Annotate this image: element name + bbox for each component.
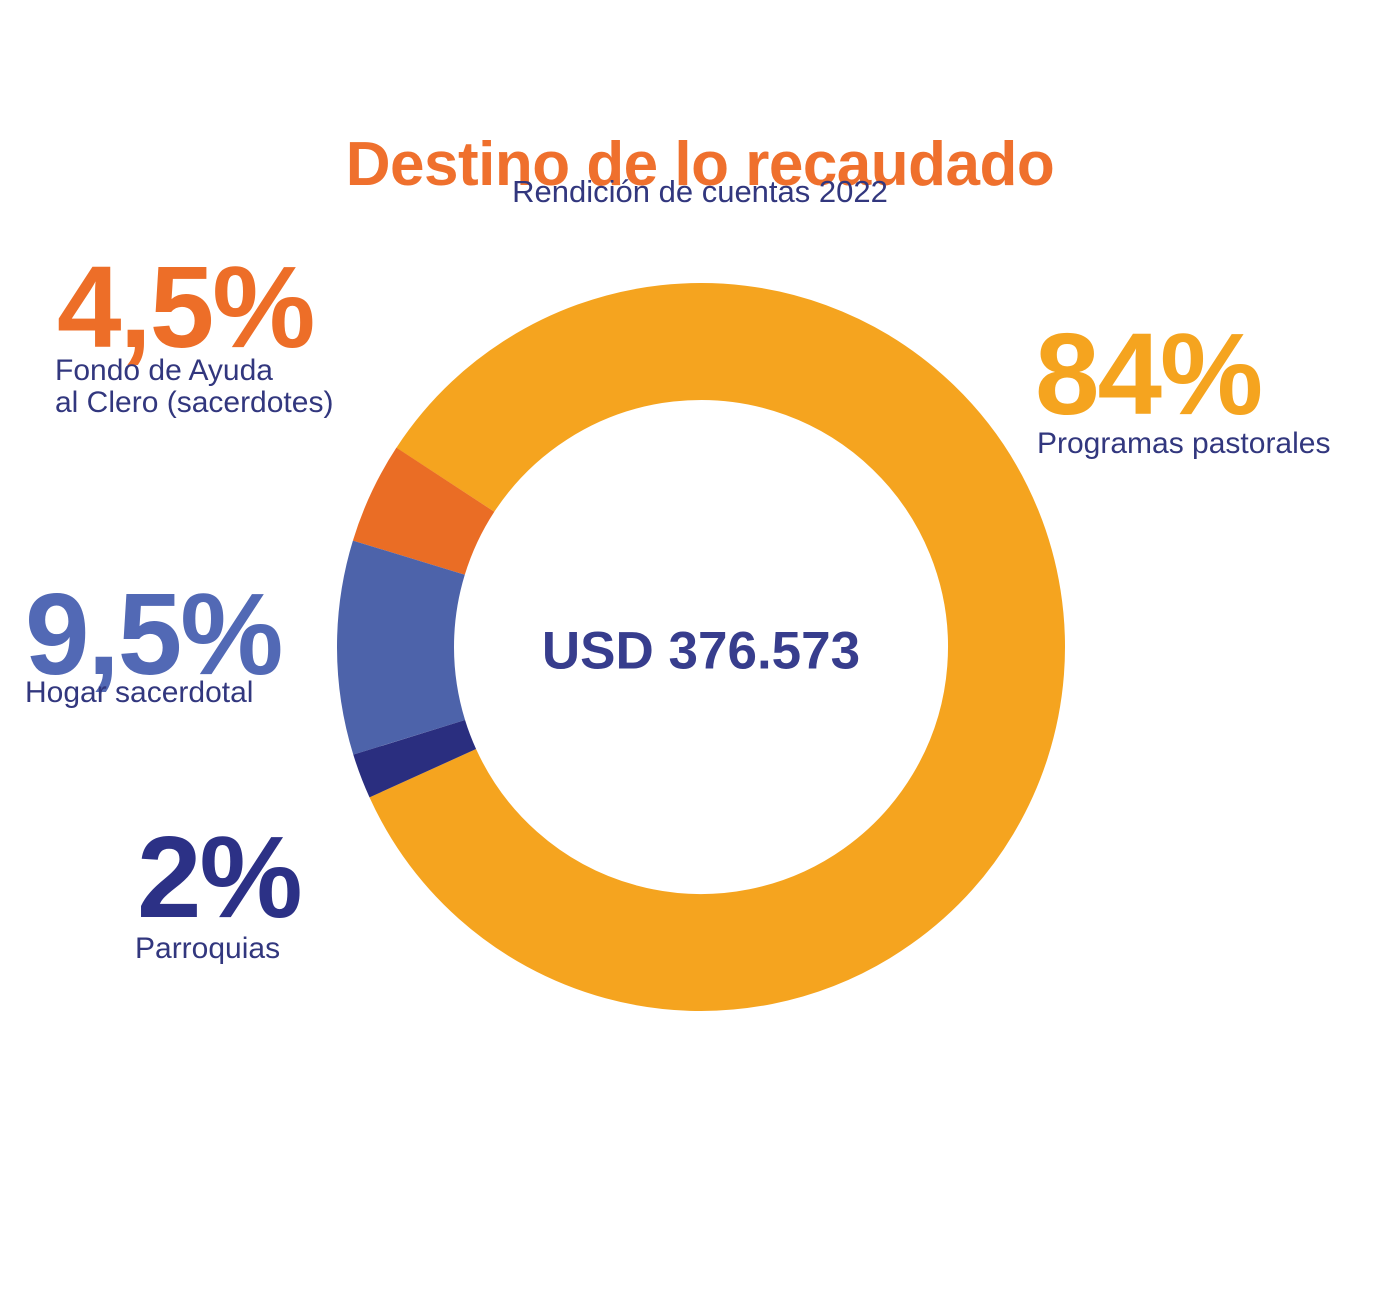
percentage-parroquias: 2% <box>137 812 303 942</box>
label-parroquias: Parroquias <box>135 933 280 965</box>
label-hogar-sacerdotal: Hogar sacerdotal <box>25 677 253 709</box>
donut-slice-fondo-ayuda-clero <box>352 447 496 577</box>
donut-slice-parroquias <box>353 719 477 798</box>
percentage-programas-pastorales: 84% <box>1035 309 1263 439</box>
donut-center-total: USD 376.573 <box>541 621 861 681</box>
label-programas-pastorales: Programas pastorales <box>1037 428 1330 460</box>
label-line: Hogar sacerdotal <box>25 676 254 709</box>
page-subtitle: Rendición de cuentas 2022 <box>512 174 888 209</box>
donut-slice-programas-pastorales <box>369 283 1065 1011</box>
donut-slice-hogar-sacerdotal <box>337 540 466 755</box>
label-fondo-ayuda-clero: Fondo de Ayuda al Clero (sacerdotes) <box>55 355 333 419</box>
label-line: Parroquias <box>135 932 281 965</box>
label-line: al Clero (sacerdotes) <box>55 386 334 419</box>
label-line: Programas pastorales <box>1037 427 1331 460</box>
page-title: Destino de lo recaudado <box>345 129 1055 199</box>
label-line: Fondo de Ayuda <box>55 354 273 387</box>
percentage-fondo-ayuda-clero: 4,5% <box>57 242 315 372</box>
percentage-hogar-sacerdotal: 9,5% <box>25 569 283 699</box>
